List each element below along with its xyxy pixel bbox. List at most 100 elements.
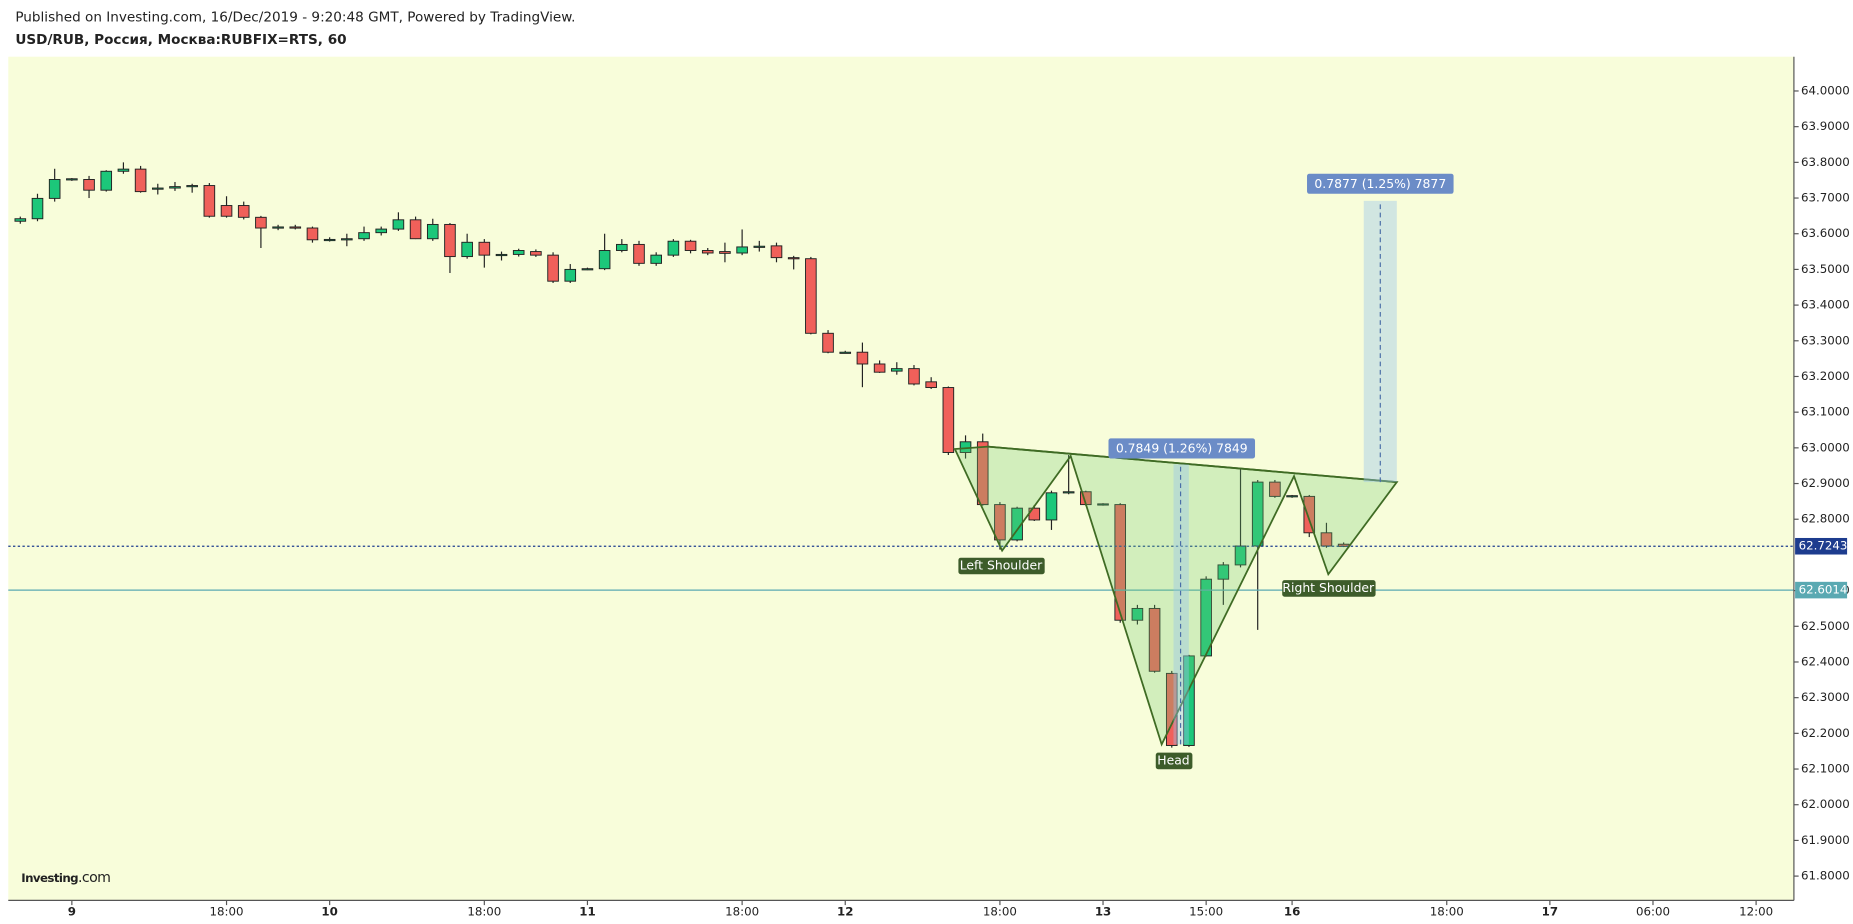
candle-body (478, 241, 491, 256)
pattern-label: Right Shoulder (1282, 580, 1375, 595)
x-tick-label: 18:00 (983, 905, 1017, 919)
measure-label: 0.7849 (1.26%) 7849 (1116, 441, 1248, 456)
y-tick-label: 63.5000 (1801, 262, 1850, 276)
candle-body (203, 185, 216, 217)
pattern: 0.7849 (1.26%) 7849 0.7877 (1.25%) 7877 … (953, 173, 1454, 770)
price-label: 62.6014 (1799, 583, 1848, 597)
pattern-label-box (958, 557, 1045, 575)
pattern-label-box (1155, 752, 1193, 770)
price-label: 62.7243 (1799, 539, 1848, 553)
candle-body (976, 441, 989, 506)
candle-body (616, 243, 628, 251)
x-tick-label: 13 (1095, 905, 1111, 919)
candle-body (134, 168, 147, 193)
candle-body (289, 226, 302, 229)
candle-body (323, 238, 336, 242)
candle-body (31, 197, 44, 220)
y-tick-label: 62.3000 (1801, 690, 1850, 704)
candle-body (1303, 495, 1316, 534)
x-tick-label: 12 (837, 905, 853, 919)
measure-label-box (1108, 438, 1256, 459)
candle-body (186, 185, 198, 188)
x-tick-label: 18:00 (725, 905, 759, 919)
candle-body (564, 268, 577, 282)
y-tick-label: 64.0000 (1801, 83, 1850, 97)
logo: Investing.com (21, 870, 110, 886)
candle-body (581, 268, 594, 271)
candle-body (787, 257, 800, 260)
price-label-box (1795, 581, 1848, 599)
candle-body (598, 250, 611, 270)
candle-body (753, 245, 766, 248)
candle-body (925, 381, 937, 389)
y-tick-label: 62.1000 (1801, 762, 1850, 776)
candle-body (1269, 481, 1281, 497)
y-tick-label: 63.3000 (1801, 333, 1850, 347)
candle-body (341, 238, 353, 241)
candle-body (1097, 503, 1109, 506)
candle-body (530, 251, 542, 256)
x-tick-label: 10 (321, 905, 337, 919)
candle-body (1131, 607, 1144, 621)
y-tick-label: 62.4000 (1801, 654, 1850, 668)
candle-body (856, 351, 869, 365)
x-tick-label: 16 (1284, 905, 1300, 919)
candle-body (512, 250, 525, 255)
x-tick-label: 06:00 (1636, 905, 1670, 919)
y-tick-label: 63.1000 (1801, 405, 1850, 419)
candle-body (1148, 607, 1161, 672)
candle-body (701, 250, 714, 254)
x-tick-label: 11 (579, 905, 595, 919)
candle-body (409, 219, 422, 240)
candle-body (1114, 504, 1127, 621)
y-tick-label: 63.4000 (1801, 298, 1850, 312)
candle-body (169, 186, 181, 189)
candle-body (48, 179, 61, 199)
pattern-label: Left Shoulder (960, 557, 1043, 572)
measure-label: 0.7877 (1.25%) 7877 (1314, 176, 1446, 191)
measure-box (1173, 464, 1189, 745)
candle-body (1286, 495, 1298, 498)
candle-body (151, 187, 164, 190)
pattern-label-box (1282, 580, 1376, 597)
y-tick-label: 63.9000 (1801, 119, 1850, 133)
candle-body (908, 368, 920, 385)
y-tick-label: 63.8000 (1801, 155, 1850, 169)
neckline (987, 445, 1397, 483)
x-tick-label: 18:00 (467, 905, 501, 919)
candle-body (392, 219, 405, 230)
candle-body (255, 216, 267, 229)
candle-body (736, 246, 748, 254)
plot-area (8, 56, 1794, 901)
candle-body (770, 245, 783, 259)
candle-body (306, 227, 319, 241)
candle-body (1234, 545, 1247, 566)
candle-body (547, 254, 559, 282)
candle-body (495, 253, 508, 257)
candle-body (444, 223, 456, 258)
y-tick-label: 62.8000 (1801, 512, 1850, 526)
candle-body (805, 258, 817, 334)
candle-body (1217, 564, 1230, 580)
candle-body (650, 254, 662, 264)
y-tick-label: 63.7000 (1801, 191, 1850, 205)
logo-name: Investing (21, 870, 78, 884)
x-tick-label: 15:00 (1189, 905, 1223, 919)
candle-body (272, 226, 284, 229)
symbol-title: USD/RUB, Россия, Москва:RUBFIX=RTS, 60 (15, 32, 346, 48)
candle-body (942, 387, 955, 453)
candle-body (375, 228, 388, 234)
y-tick-label: 61.8000 (1801, 869, 1850, 883)
candle-body (237, 205, 250, 218)
y-tick-label: 61.9000 (1801, 833, 1850, 847)
candle-body (1165, 672, 1178, 746)
candle-body (633, 243, 645, 264)
candle-body (358, 232, 370, 240)
x-tick-label: 12:00 (1739, 905, 1773, 919)
candle-body (1062, 491, 1075, 494)
candle-body (1045, 492, 1058, 521)
candle-body (994, 504, 1006, 541)
y-tick-label: 63.0000 (1801, 440, 1850, 454)
candle-body (822, 332, 834, 353)
